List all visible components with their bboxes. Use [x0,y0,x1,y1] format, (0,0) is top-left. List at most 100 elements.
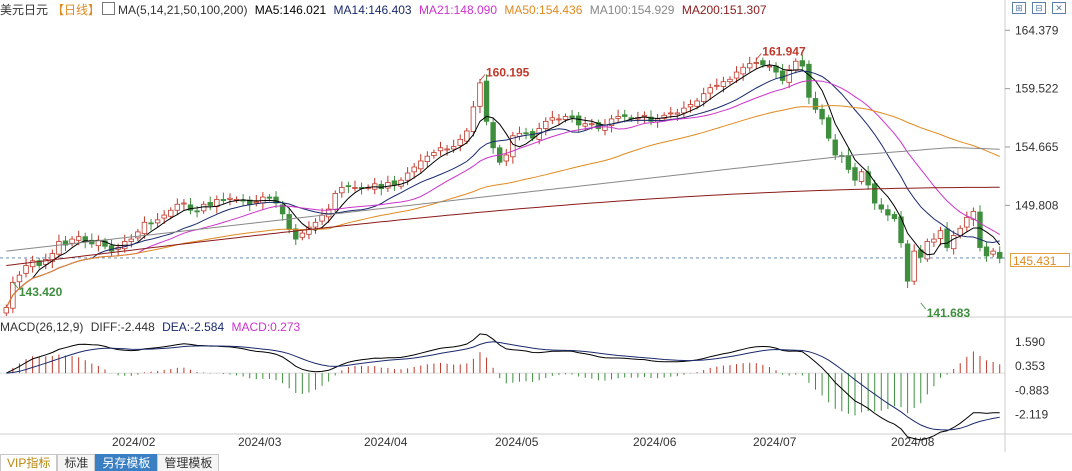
candle-body [154,219,161,224]
price-tick-label: 154.665 [1015,140,1059,154]
candle-body [391,180,398,186]
candle-body [29,260,36,268]
candle-body [312,221,319,228]
candle-body [668,112,674,115]
grid-icon[interactable] [102,2,116,15]
candle-body [641,114,648,117]
candle-body [266,196,273,199]
candle-body [740,66,746,75]
last-price-label: 145.431 [1010,253,1070,268]
annotation-pointer [479,74,486,81]
tab-vip-indicators[interactable]: VIP指标 [0,454,58,471]
candle-body [510,135,516,158]
candle-body [569,115,575,119]
time-axis-label: 2024/02 [112,435,156,449]
time-axis-label: 2024/05 [495,435,539,449]
macd-diff-line [6,333,1000,441]
tab-manage-template[interactable]: 管理模板 [157,454,220,471]
candle-body [260,196,266,204]
macd-diff-value: DIFF:-2.448 [90,320,155,334]
candle-body [615,116,621,119]
candle-body [477,82,483,107]
candle-body [279,204,286,215]
candle-body [950,235,957,250]
candle-body [174,203,181,211]
ma21-line [5,80,1000,308]
price-legend: 美元日元 【日线】 MA(5,14,21,50,100,200) MA5:146.0… [0,1,771,17]
candle-body [812,98,819,110]
candle-body [128,238,134,242]
candle-body [983,246,990,257]
tab-standard[interactable]: 标准 [57,454,96,471]
candle-body [878,204,884,210]
candle-body [385,182,391,189]
candle-body [556,118,562,121]
ma50-value: MA50:154.436 [504,3,583,17]
candle-body [997,251,1003,259]
candle-body [411,166,417,173]
candle-body [825,117,832,139]
candle-body [885,209,891,216]
candle-body [687,104,694,108]
candle-body [681,107,687,114]
candle-body [187,204,194,211]
low-annotation: 143.420 [19,285,63,299]
candle-body [200,203,207,212]
candle-body [286,214,292,230]
macd-legend: MACD(26,12,9) DIFF:-2.448 DEA:-2.584 MAC… [0,320,304,334]
candle-body [694,100,700,107]
ma14-value: MA14:146.403 [333,3,412,17]
candle-body [141,221,148,235]
annotation-pointer [12,281,19,289]
candle-body [937,230,944,239]
price-tick-label: 159.522 [1015,82,1059,96]
candle-body [727,78,733,83]
candle-body [562,116,569,120]
close-icon[interactable]: ✕ [1052,2,1066,14]
macd-tick-label: -0.883 [1015,383,1049,397]
candle-body [339,187,345,194]
high-annotation: 160.195 [486,66,530,80]
candle-body [760,60,766,66]
price-tick-label: 149.808 [1015,198,1059,212]
candle-body [148,222,154,225]
candle-body [977,211,983,248]
candle-body [766,65,773,68]
candle-body [418,160,424,170]
candle-body [352,187,358,189]
macd-tick-label: 1.590 [1015,335,1045,349]
candle-body [924,241,931,260]
candle-body [437,147,444,152]
candle-body [75,236,82,241]
candle-body [523,132,529,135]
candle-body [549,117,556,121]
candle-body [891,214,898,220]
candle-body [69,238,75,244]
candle-body [194,210,200,213]
period-label: 【日线】 [52,3,101,17]
candle-body [457,138,463,146]
candle-body [424,155,431,162]
candle-body [220,199,227,202]
macd-hist-value: MACD:0.273 [231,320,301,334]
candle-body [299,232,306,238]
ma-params: MA(5,14,21,50,100,200) [118,3,248,17]
candle-body [82,236,88,242]
candle-body [207,202,213,206]
candle-body [543,120,549,129]
candle-body [911,250,917,282]
split-icon[interactable]: ⊟ [1032,2,1046,14]
candle-body [36,260,42,266]
ma200-line [6,186,1000,266]
expand-icon[interactable]: ⊞ [1012,2,1026,14]
candle-body [700,93,707,102]
candle-body [108,245,115,252]
candle-body [464,130,470,142]
time-axis-label: 2024/06 [633,435,677,449]
tab-save-template[interactable]: 另存模板 [95,454,158,471]
candle-body [332,193,338,211]
ma5-line [5,64,1001,308]
time-axis-label: 2024/03 [238,435,282,449]
ma14-line [5,70,1000,308]
